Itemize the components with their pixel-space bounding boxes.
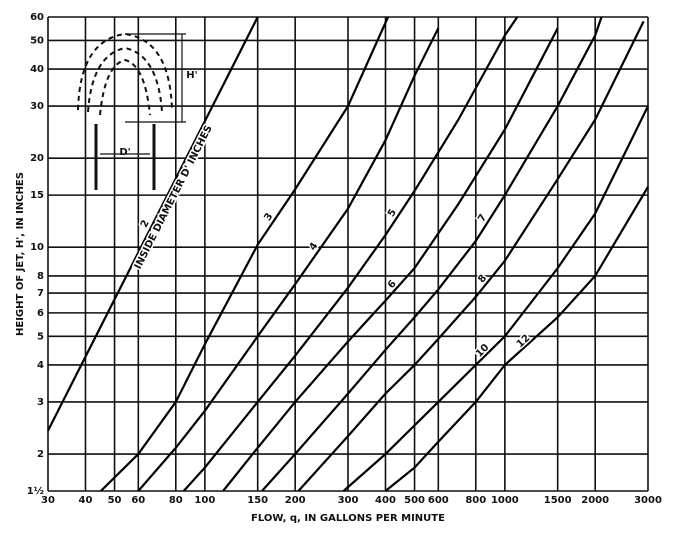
y-tick-label: 50	[30, 35, 44, 46]
curve	[297, 20, 645, 492]
y-tick-label: 20	[30, 153, 44, 164]
x-tick-label: 40	[79, 495, 93, 506]
curve	[342, 105, 649, 492]
x-tick-label: 30	[41, 495, 55, 506]
x-tick-label: 100	[194, 495, 215, 506]
curve	[100, 16, 390, 492]
x-axis-title: FLOW, q, IN GALLONS PER MINUTE	[251, 513, 445, 524]
inset-label: D'	[119, 147, 130, 158]
inset-drawing: D' H'	[70, 24, 200, 194]
x-tick-label: 1000	[491, 495, 519, 506]
curve	[182, 16, 519, 492]
x-tick-label: 80	[169, 495, 183, 506]
y-tick-label: 6	[37, 308, 44, 319]
inset-label: H'	[186, 70, 197, 81]
y-tick-label: 40	[30, 64, 44, 75]
y-tick-label: 3	[37, 397, 44, 408]
x-tick-label: 1500	[544, 495, 572, 506]
y-tick-label: 60	[30, 12, 44, 23]
y-tick-label: 5	[37, 331, 44, 342]
curve	[137, 27, 440, 492]
y-tick-label: 10	[30, 242, 44, 253]
y-tick-label: 30	[30, 101, 44, 112]
x-tick-label: 50	[108, 495, 122, 506]
curve	[261, 16, 603, 492]
x-tick-label: 3000	[634, 495, 662, 506]
x-tick-label: 2000	[581, 495, 609, 506]
curve	[222, 27, 559, 492]
curve-label: 12	[515, 333, 533, 351]
y-tick-label: 4	[37, 360, 44, 371]
curve	[384, 186, 649, 492]
x-tick-label: 600	[428, 495, 449, 506]
y-tick-label: 1½	[27, 486, 44, 497]
y-axis-title: HEIGHT OF JET, H', IN INCHES	[15, 172, 26, 336]
x-tick-label: 150	[247, 495, 268, 506]
x-tick-label: 800	[465, 495, 486, 506]
y-tick-label: 8	[37, 271, 44, 282]
y-tick-label: 2	[37, 449, 44, 460]
x-tick-label: 60	[131, 495, 145, 506]
y-tick-label: 7	[37, 288, 44, 299]
x-tick-label: 200	[285, 495, 306, 506]
curve	[47, 16, 259, 432]
x-tick-label: 400	[375, 495, 396, 506]
x-tick-label: 300	[338, 495, 359, 506]
x-tick-label: 500	[404, 495, 425, 506]
y-tick-label: 15	[30, 190, 44, 201]
